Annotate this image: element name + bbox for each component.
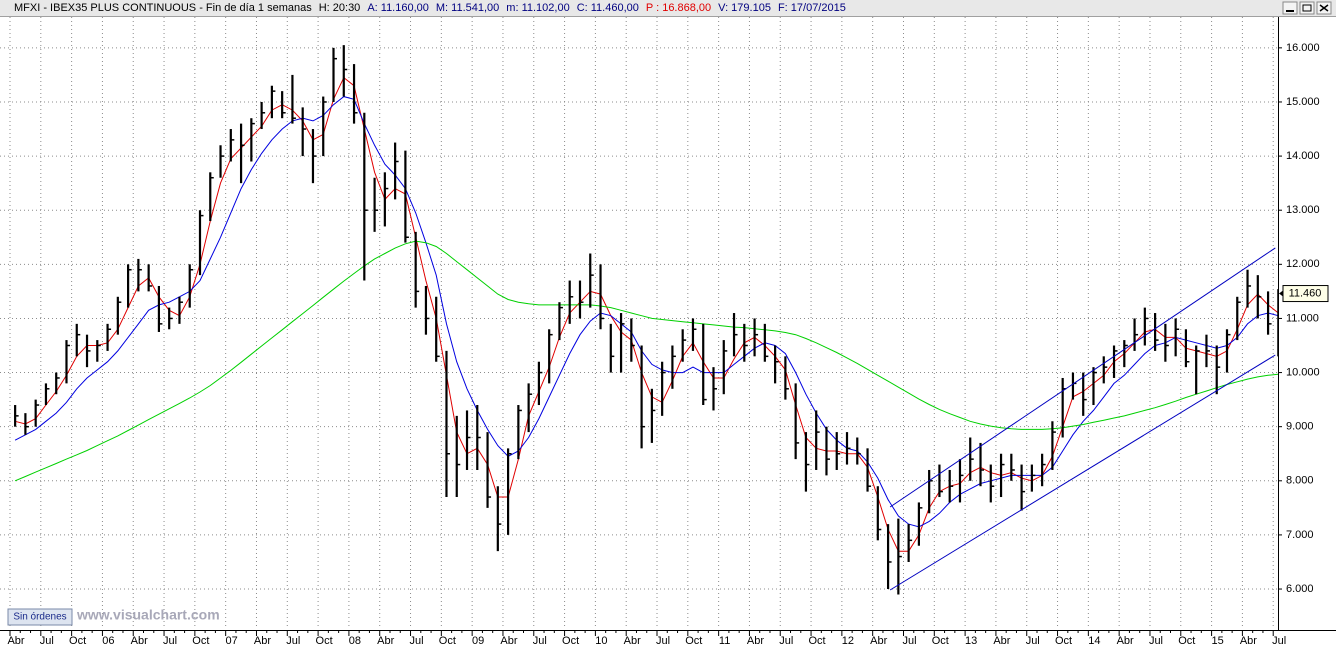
maximize-button[interactable] (1299, 1, 1315, 15)
x-tick-label: Jul (286, 635, 300, 647)
close-icon (1319, 4, 1329, 12)
axes: 6.000 7.000 8.000 9.000 10.000 11.000 12.000 13… (7, 42, 1329, 647)
x-tick-label: Jul (533, 635, 547, 647)
last-price-box (1282, 285, 1329, 303)
x-tick-label: Abr (1240, 635, 1257, 647)
x-tick-label: Abr (1117, 635, 1134, 647)
header-segment: m: 11.102,00 (506, 2, 569, 14)
y-tick-label: 16.000 (1286, 42, 1320, 54)
moving-average (14, 96, 1278, 528)
header-segment: H: 20:30 (319, 2, 361, 14)
x-tick-label: Jul (902, 635, 916, 647)
x-tick-label: Jul (1272, 635, 1286, 647)
x-tick-label: Abr (870, 635, 887, 647)
trendline (889, 247, 1276, 508)
x-tick-label: Abr (131, 635, 148, 647)
watermark: www.visualchart.com (76, 607, 220, 623)
y-tick-label: 15.000 (1286, 96, 1320, 108)
x-tick-label: 12 (842, 635, 854, 647)
x-tick-label: Jul (1026, 635, 1040, 647)
x-tick-label: Jul (1149, 635, 1163, 647)
x-tick-label: Abr (993, 635, 1010, 647)
x-tick-label: 13 (965, 635, 977, 647)
moving-average (14, 76, 1278, 552)
x-tick-label: 06 (102, 635, 114, 647)
header-segment: P : 16.868,00 (646, 2, 711, 14)
x-tick-label: Jul (40, 635, 54, 647)
x-tick-label: Oct (1178, 635, 1195, 647)
window-buttons[interactable] (1282, 1, 1332, 15)
x-tick-label: Abr (624, 635, 641, 647)
y-tick-label: 6.000 (1286, 583, 1314, 595)
x-tick-label: Jul (779, 635, 793, 647)
moving-average (14, 240, 1278, 482)
header-bar (0, 0, 1336, 16)
y-tick-label: 9.000 (1286, 421, 1314, 433)
x-tick-label: Oct (316, 635, 333, 647)
x-tick-label: Abr (254, 635, 271, 647)
header-segment: A: 11.160,00 (367, 2, 429, 14)
x-tick-label: Jul (409, 635, 423, 647)
x-tick-label: 10 (595, 635, 607, 647)
x-tick-label: Oct (192, 635, 209, 647)
header-segment: C: 11.460,00 (577, 2, 639, 14)
x-tick-label: Abr (747, 635, 764, 647)
maximize-icon (1302, 4, 1312, 12)
x-tick-label: Oct (685, 635, 702, 647)
x-tick-label: Oct (1055, 635, 1072, 647)
last-price-label: 11.460 (1289, 287, 1322, 299)
x-tick-label: Oct (808, 635, 825, 647)
x-tick-label: Jul (163, 635, 177, 647)
last-price-arrow (1279, 290, 1283, 297)
x-tick-label: Oct (69, 635, 86, 647)
minimize-button[interactable] (1282, 1, 1298, 15)
y-tick-label: 13.000 (1286, 204, 1320, 216)
x-tick-label: 15 (1211, 635, 1223, 647)
x-tick-label: 08 (349, 635, 361, 647)
x-tick-label: 14 (1088, 635, 1100, 647)
x-tick-label: Oct (439, 635, 456, 647)
header-segment: M: 11.541,00 (436, 2, 499, 14)
orders-button[interactable] (7, 608, 73, 626)
y-tick-label: 11.000 (1286, 312, 1319, 324)
y-tick-label: 14.000 (1286, 150, 1320, 162)
x-tick-label: Abr (377, 635, 394, 647)
plot-area (14, 45, 1278, 595)
y-tick-label: 8.000 (1286, 475, 1314, 487)
x-tick-label: 09 (472, 635, 484, 647)
x-tick-label: Jul (656, 635, 670, 647)
x-tick-label: Oct (562, 635, 579, 647)
x-tick-label: Abr (7, 635, 24, 647)
y-tick-label: 12.000 (1286, 258, 1320, 270)
x-tick-label: 07 (226, 635, 238, 647)
orders-button-label: Sin órdenes (13, 612, 66, 623)
header-segment: F: 17/07/2015 (778, 2, 846, 14)
x-tick-label: Oct (932, 635, 949, 647)
header-text: MFXI - IBEX35 PLUS CONTINUOUS - Fin de d… (14, 2, 846, 14)
y-tick-label: 7.000 (1286, 529, 1314, 541)
header-segment: V: 179.105 (718, 2, 771, 14)
x-tick-label: 11 (719, 635, 730, 647)
trendline (889, 354, 1276, 591)
x-tick-label: Abr (500, 635, 517, 647)
y-tick-label: 10.000 (1286, 366, 1320, 378)
header-segment: MFXI - IBEX35 PLUS CONTINUOUS - Fin de d… (14, 2, 312, 14)
